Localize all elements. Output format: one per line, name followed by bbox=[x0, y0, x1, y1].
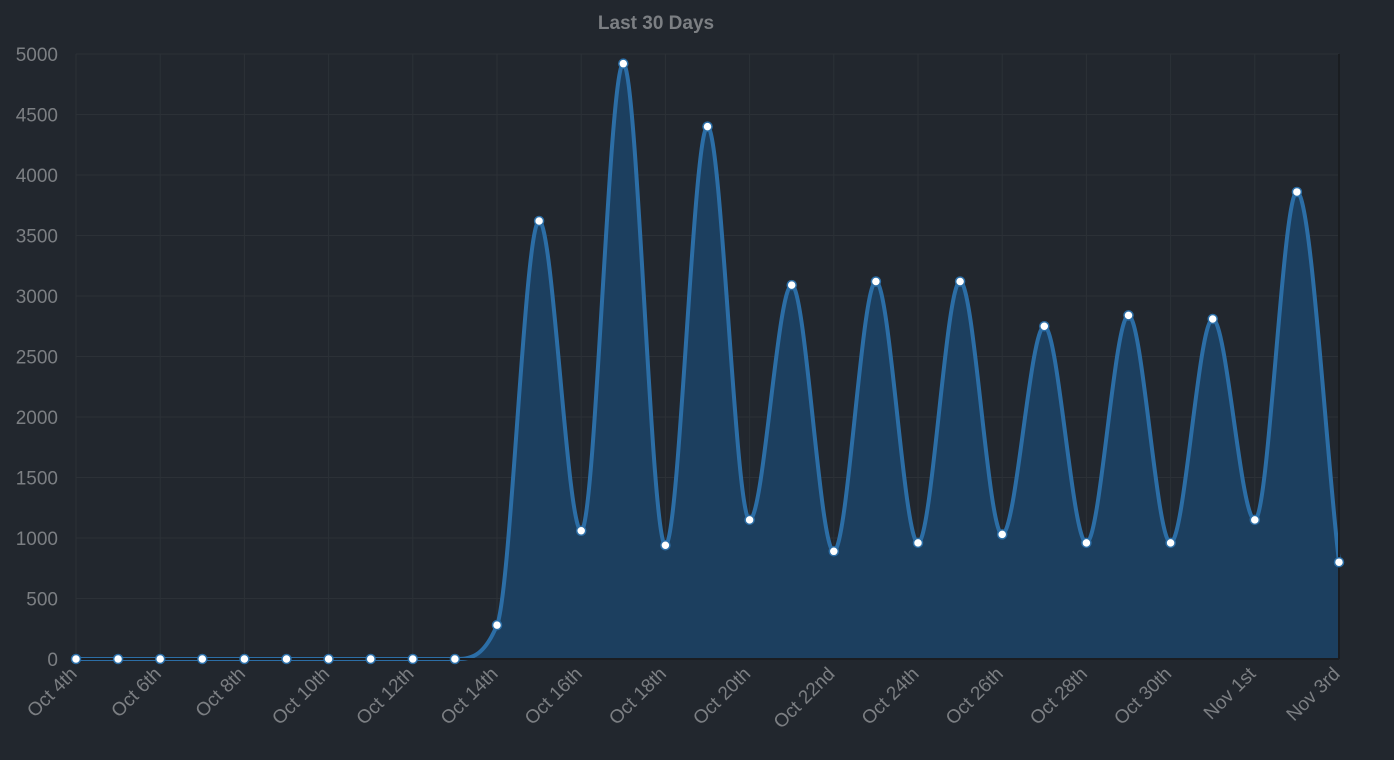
point-layer bbox=[70, 58, 1345, 665]
data-point[interactable] bbox=[281, 653, 292, 665]
y-tick-label: 2000 bbox=[16, 408, 58, 429]
area-layer bbox=[75, 61, 1341, 661]
y-tick-label: 4500 bbox=[16, 106, 58, 127]
y-tick-label: 5000 bbox=[16, 45, 58, 66]
data-point[interactable] bbox=[407, 653, 419, 665]
x-tick-label: Oct 12th bbox=[353, 664, 419, 730]
x-tick-label: Oct 14th bbox=[437, 664, 503, 730]
y-tick-label: 1000 bbox=[16, 529, 58, 550]
y-tick-label: 3000 bbox=[16, 287, 58, 308]
x-tick-label: Oct 28th bbox=[1026, 664, 1092, 730]
data-point[interactable] bbox=[618, 58, 629, 69]
data-point[interactable] bbox=[1291, 186, 1303, 198]
data-point[interactable] bbox=[660, 540, 671, 551]
x-tick-label: Oct 16th bbox=[521, 664, 587, 730]
data-point[interactable] bbox=[870, 276, 882, 287]
data-point[interactable] bbox=[491, 619, 503, 631]
data-point[interactable] bbox=[533, 215, 545, 227]
data-point[interactable] bbox=[323, 653, 334, 665]
x-tick-label: Oct 30th bbox=[1110, 664, 1176, 730]
data-point[interactable] bbox=[70, 653, 82, 665]
data-point[interactable] bbox=[1207, 313, 1218, 325]
data-point[interactable] bbox=[575, 525, 587, 536]
area-fill bbox=[76, 63, 1339, 660]
y-tick-label: 4000 bbox=[16, 166, 58, 187]
data-point[interactable] bbox=[449, 653, 461, 665]
x-tick-label: Oct 8th bbox=[192, 664, 250, 722]
x-tick-label: Nov 3rd bbox=[1283, 664, 1345, 726]
x-tick-label: Oct 6th bbox=[108, 664, 166, 722]
data-point[interactable] bbox=[1333, 556, 1345, 568]
data-point[interactable] bbox=[996, 529, 1008, 540]
data-point[interactable] bbox=[239, 653, 250, 665]
y-tick-label: 1500 bbox=[16, 469, 58, 490]
x-tick-label: Oct 26th bbox=[942, 664, 1008, 730]
x-tick-label: Oct 18th bbox=[605, 664, 671, 730]
data-point[interactable] bbox=[197, 653, 208, 665]
x-tick-label: Oct 4th bbox=[23, 664, 81, 722]
data-point[interactable] bbox=[954, 276, 966, 287]
data-point[interactable] bbox=[702, 121, 713, 132]
data-point[interactable] bbox=[365, 653, 376, 665]
x-tick-label: Nov 1st bbox=[1200, 663, 1261, 724]
data-point[interactable] bbox=[1249, 514, 1261, 526]
data-point[interactable] bbox=[744, 514, 755, 526]
x-tick-label: Oct 24th bbox=[858, 664, 924, 730]
data-point[interactable] bbox=[1123, 310, 1134, 321]
y-tick-label: 3500 bbox=[16, 227, 58, 248]
data-point[interactable] bbox=[828, 546, 840, 557]
x-tick-label: Oct 20th bbox=[689, 664, 755, 730]
data-point[interactable] bbox=[154, 653, 166, 665]
data-point[interactable] bbox=[912, 537, 924, 549]
y-tick-label: 0 bbox=[47, 650, 58, 671]
data-point[interactable] bbox=[1081, 537, 1092, 549]
x-tick-label: Oct 22nd bbox=[770, 664, 839, 733]
chart-title: Last 30 Days bbox=[598, 13, 714, 34]
data-point[interactable] bbox=[786, 279, 797, 291]
y-tick-label: 2500 bbox=[16, 348, 58, 369]
data-point[interactable] bbox=[1039, 321, 1050, 332]
data-point[interactable] bbox=[112, 653, 124, 665]
data-point[interactable] bbox=[1165, 537, 1176, 549]
y-tick-label: 500 bbox=[26, 590, 58, 611]
x-tick-label: Oct 10th bbox=[268, 664, 334, 730]
